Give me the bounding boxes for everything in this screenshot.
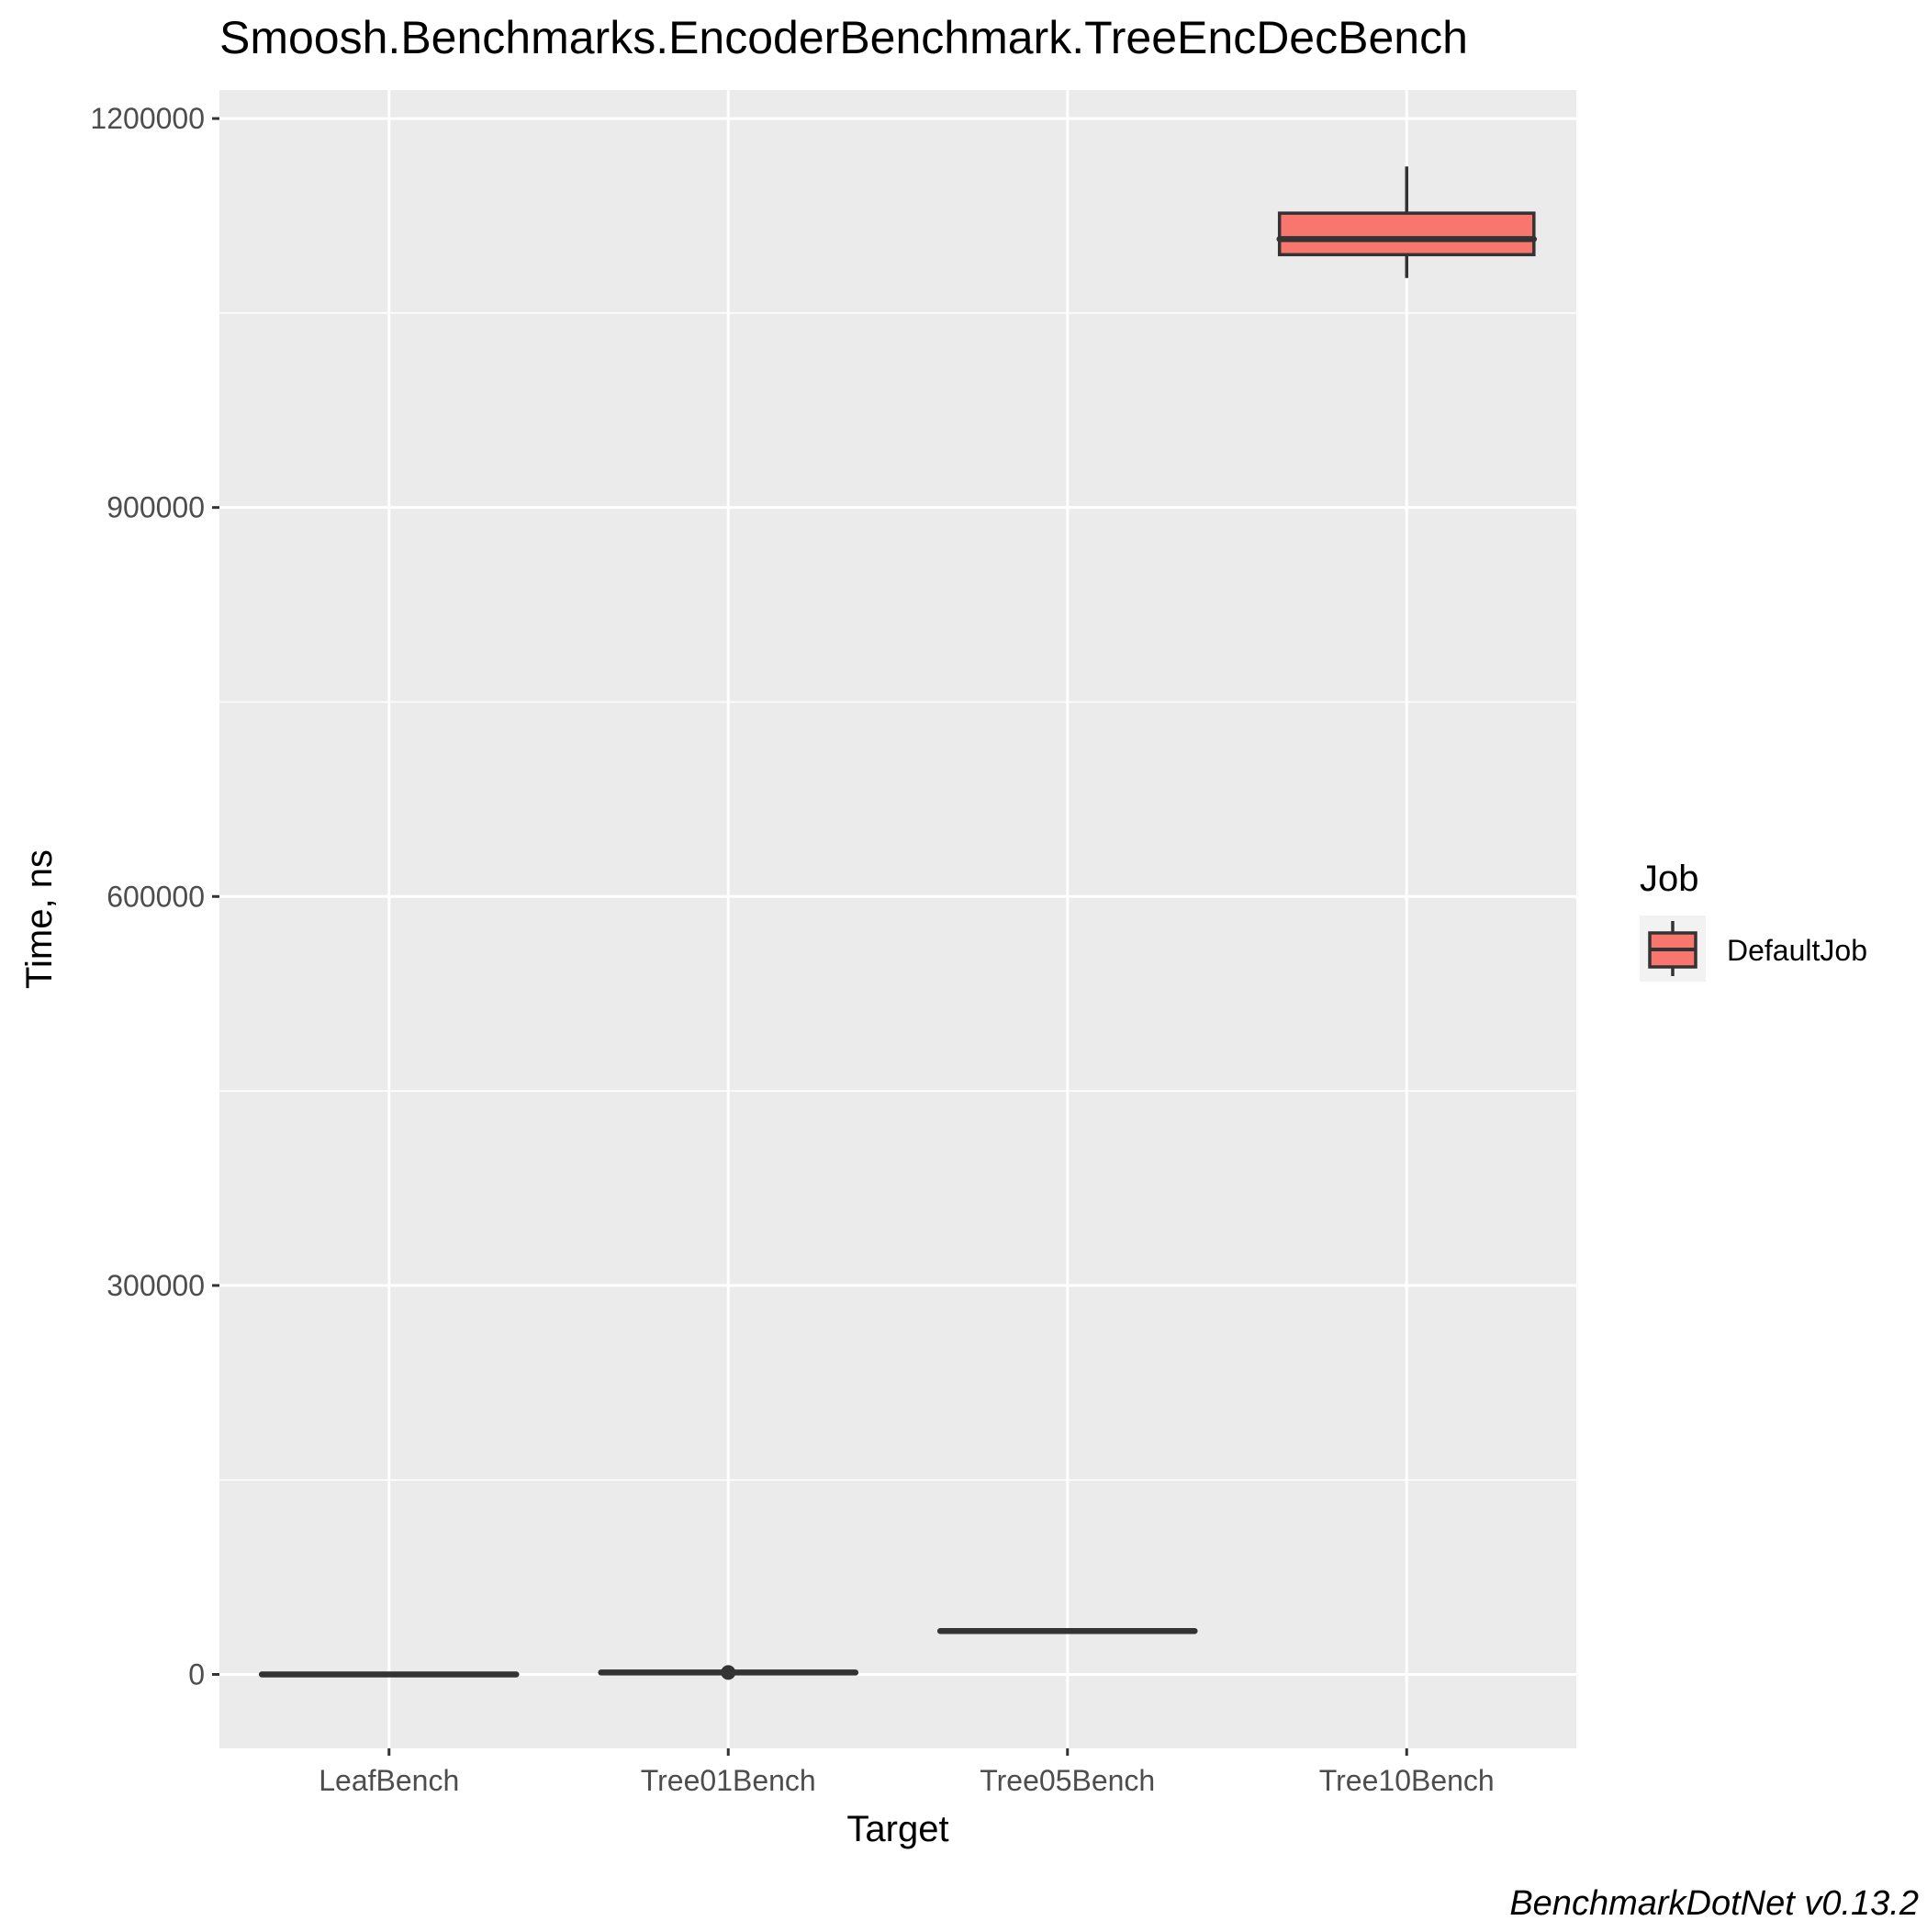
y-tick-label: 0 [188, 1658, 205, 1691]
grid-minor [219, 312, 1576, 1481]
legend: Job DefaultJob [1640, 859, 1867, 982]
y-tick-label: 600000 [106, 880, 205, 913]
outlier-point [721, 1665, 736, 1680]
legend-title: Job [1640, 859, 1699, 899]
y-tick-label: 300000 [106, 1269, 205, 1302]
y-tick-label: 900000 [106, 491, 205, 524]
y-axis-title: Time, ns [19, 849, 60, 989]
y-tick-label: 1200000 [90, 102, 205, 135]
box-group [258, 166, 1538, 1680]
box-tree01bench [598, 1665, 859, 1680]
grid-major [219, 90, 1576, 1748]
x-tick-label: Tree10Bench [1319, 1764, 1495, 1797]
x-axis-title: Target [846, 1809, 948, 1849]
caption: BenchmarkDotNet v0.13.2 [1509, 1884, 1919, 1923]
chart-title: Smoosh.Benchmarks.EncoderBenchmark.TreeE… [219, 12, 1468, 63]
x-tick-label: Tree01Bench [641, 1764, 816, 1797]
x-tick-label: LeafBench [319, 1764, 459, 1797]
x-tick-label: Tree05Bench [980, 1764, 1155, 1797]
plot-panel [219, 90, 1576, 1748]
y-axis: 0 300000 600000 900000 1200000 [90, 102, 219, 1691]
x-axis: LeafBench Tree01Bench Tree05Bench Tree10Ben… [319, 1748, 1495, 1797]
box-tree10bench [1276, 166, 1538, 278]
box-body [1277, 211, 1536, 257]
legend-label-defaultjob: DefaultJob [1727, 934, 1867, 967]
